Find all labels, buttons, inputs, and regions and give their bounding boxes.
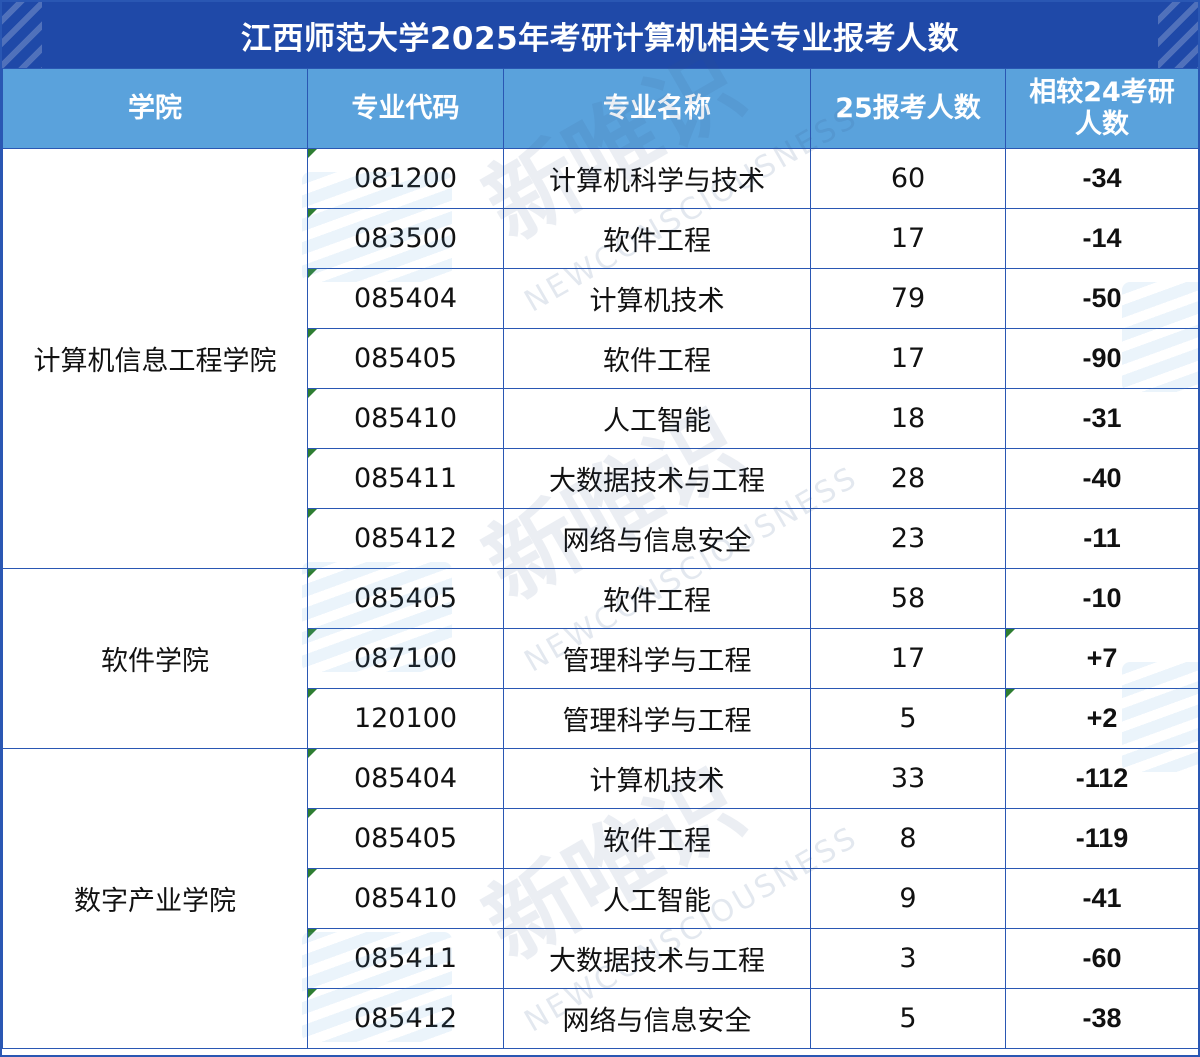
major-code-cell: 085411 [307,928,504,989]
major-code-cell: 085405 [307,568,504,629]
change-cell: -41 [1005,868,1198,929]
major-name-cell: 人工智能 [503,868,811,929]
major-name-cell: 软件工程 [503,328,811,389]
major-name-cell: 管理科学与工程 [503,688,811,749]
title-bar: 江西师范大学2025年考研计算机相关专业报考人数 [2,2,1198,68]
major-name-cell: 大数据技术与工程 [503,928,811,989]
major-name-cell: 计算机技术 [503,268,811,329]
change-cell: +7 [1005,628,1198,689]
table-row: 085411 大数据技术与工程 3 -60 [3,928,1198,989]
major-name-cell: 网络与信息安全 [503,508,811,569]
applicants-cell: 8 [810,808,1006,869]
header-row: 学院 专业代码 专业名称 25报考人数 相较24考研人数 [2,68,1198,149]
table-row: 087100 管理科学与工程 17 +7 [3,628,1198,689]
applicants-cell: 17 [810,628,1006,689]
table-row: 085410 人工智能 18 -31 [3,388,1198,449]
major-code-cell: 081200 [307,148,504,209]
applicants-cell: 33 [810,748,1006,809]
table-row: 085404 计算机技术 79 -50 [3,268,1198,329]
college-cell: 数字产业学院 [2,748,308,1049]
applicants-cell: 23 [810,508,1006,569]
major-name-cell: 人工智能 [503,388,811,449]
change-cell: -10 [1005,568,1198,629]
major-name-cell: 软件工程 [503,808,811,869]
major-code-cell: 085405 [307,808,504,869]
header-code: 专业代码 [307,68,504,149]
major-code-cell: 120100 [307,688,504,749]
table-row: 085412 网络与信息安全 5 -38 [3,988,1198,1049]
table-row: 083500 软件工程 17 -14 [3,208,1198,269]
change-cell: -112 [1005,748,1198,809]
change-cell: -34 [1005,148,1198,209]
applicants-cell: 79 [810,268,1006,329]
applicants-table: 学院 专业代码 专业名称 25报考人数 相较24考研人数 计算机信息工程学院 08… [2,68,1198,1049]
major-code-cell: 085412 [307,988,504,1049]
major-code-cell: 087100 [307,628,504,689]
header-name: 专业名称 [503,68,811,149]
header-college: 学院 [2,68,308,149]
change-cell: -14 [1005,208,1198,269]
applicants-cell: 5 [810,988,1006,1049]
applicants-cell: 18 [810,388,1006,449]
change-cell: -40 [1005,448,1198,509]
table-row: 085405 软件工程 8 -119 [3,808,1198,869]
major-name-cell: 计算机科学与技术 [503,148,811,209]
major-code-cell: 083500 [307,208,504,269]
change-cell: -60 [1005,928,1198,989]
change-cell: -11 [1005,508,1198,569]
change-cell: -119 [1005,808,1198,869]
applicants-cell: 5 [810,688,1006,749]
page-title: 江西师范大学2025年考研计算机相关专业报考人数 [240,20,960,57]
change-cell: +2 [1005,688,1198,749]
major-code-cell: 085410 [307,868,504,929]
applicants-cell: 17 [810,208,1006,269]
title-decoration-left [2,2,42,68]
table-header: 学院 专业代码 专业名称 25报考人数 相较24考研人数 [2,68,1198,149]
college-cell: 软件学院 [2,568,308,749]
table-row: 数字产业学院 085404 计算机技术 33 -112 [2,748,1198,1049]
table-body: 计算机信息工程学院 081200 计算机科学与技术 60 -34 083500 软件工程 17… [2,148,1198,1049]
major-name-cell: 软件工程 [503,208,811,269]
change-cell: -90 [1005,328,1198,389]
applicants-cell: 9 [810,868,1006,929]
major-code-cell: 085404 [307,748,504,809]
applicants-cell: 3 [810,928,1006,989]
major-code-cell: 085412 [307,508,504,569]
applicants-cell: 28 [810,448,1006,509]
change-cell: -38 [1005,988,1198,1049]
major-code-cell: 085410 [307,388,504,449]
change-cell: -31 [1005,388,1198,449]
applicants-cell: 60 [810,148,1006,209]
major-name-cell: 管理科学与工程 [503,628,811,689]
table-row: 计算机信息工程学院 081200 计算机科学与技术 60 -34 [2,148,1198,569]
table-row: 软件学院 085405 软件工程 58 -10 [2,568,1198,749]
major-name-cell: 计算机技术 [503,748,811,809]
major-name-cell: 大数据技术与工程 [503,448,811,509]
major-name-cell: 软件工程 [503,568,811,629]
major-code-cell: 085405 [307,328,504,389]
header-change: 相较24考研人数 [1005,68,1198,149]
major-code-cell: 085411 [307,448,504,509]
table-row: 120100 管理科学与工程 5 +2 [3,688,1198,749]
major-code-cell: 085404 [307,268,504,329]
change-cell: -50 [1005,268,1198,329]
major-name-cell: 网络与信息安全 [503,988,811,1049]
header-applicants: 25报考人数 [810,68,1006,149]
applicants-cell: 17 [810,328,1006,389]
college-cell: 计算机信息工程学院 [2,148,308,569]
title-decoration-right [1158,2,1198,68]
table-row: 085412 网络与信息安全 23 -11 [3,508,1198,569]
applicants-cell: 58 [810,568,1006,629]
